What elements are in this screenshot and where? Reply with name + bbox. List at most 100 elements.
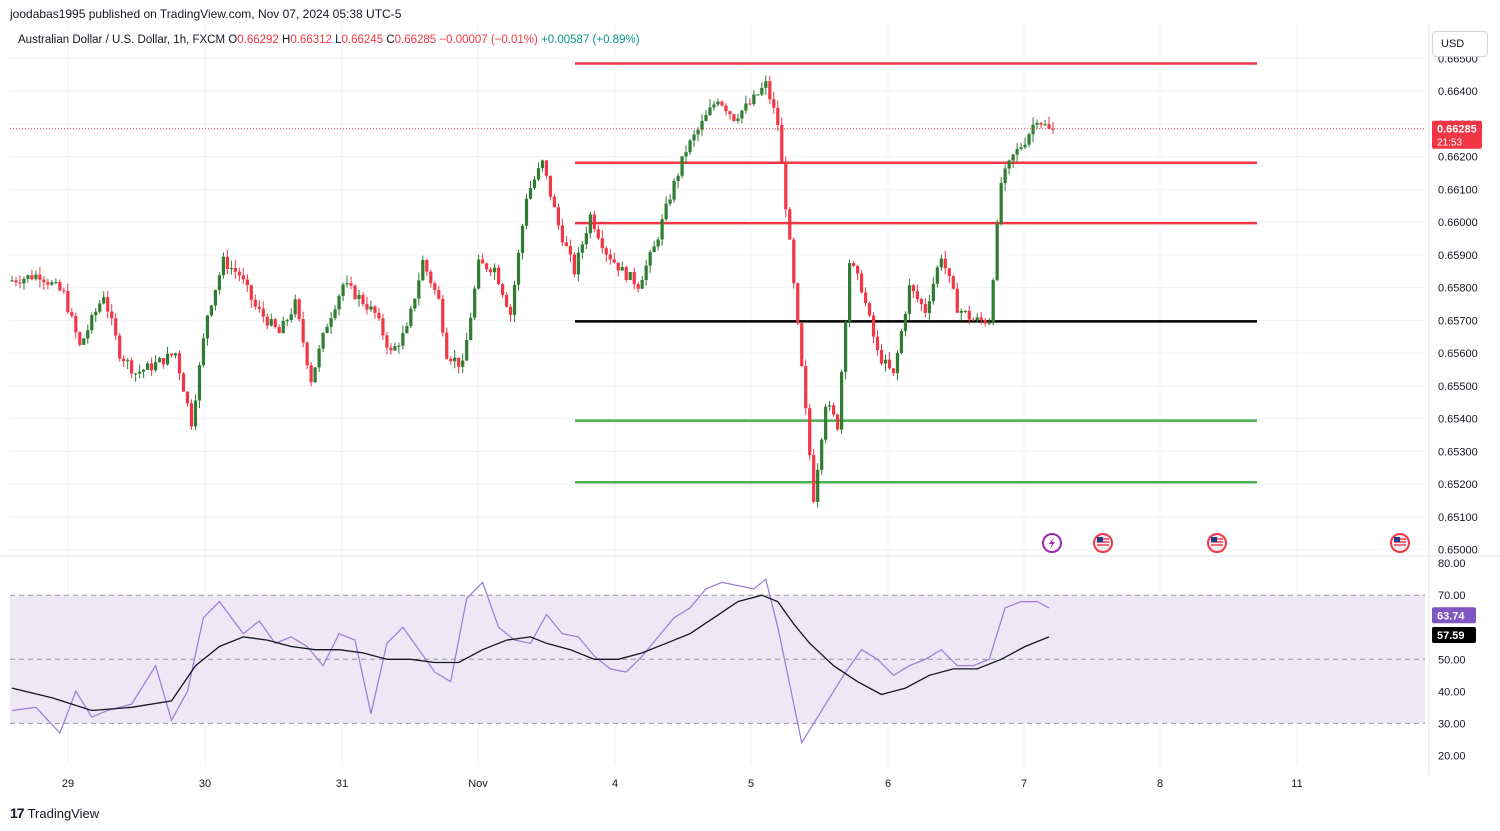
- candle: [991, 278, 995, 326]
- rsi-line: [11, 578, 1050, 745]
- candle: [704, 110, 708, 122]
- candle: [82, 337, 86, 346]
- footer-brand: 17 TradingView: [10, 805, 99, 821]
- rsi-tick-label: 30.00: [1438, 718, 1466, 730]
- candle: [78, 331, 82, 347]
- candle: [724, 103, 728, 116]
- candle: [548, 175, 553, 201]
- candle: [341, 282, 345, 302]
- candle: [592, 210, 596, 233]
- candle: [636, 282, 640, 293]
- candle: [732, 113, 736, 123]
- candle: [397, 342, 401, 354]
- rsi-tick-label: 20.00: [1438, 750, 1466, 762]
- candle: [935, 265, 939, 288]
- candle: [413, 298, 417, 312]
- time-tick-label: Nov: [468, 778, 488, 790]
- candle: [417, 272, 421, 306]
- candle: [676, 173, 680, 189]
- candle: [138, 364, 142, 379]
- candle: [796, 282, 800, 325]
- candle: [947, 268, 951, 283]
- candle: [760, 82, 764, 97]
- candle: [844, 319, 848, 380]
- candle: [177, 350, 182, 380]
- time-tick-label: 31: [336, 778, 348, 790]
- candle: [62, 287, 66, 294]
- candle: [357, 290, 361, 307]
- candle: [86, 324, 90, 344]
- candle: [668, 194, 672, 207]
- candle: [999, 177, 1003, 226]
- candle: [879, 344, 884, 366]
- candle: [927, 294, 931, 321]
- price-tick-label: 0.65600: [1438, 348, 1478, 360]
- price-tick-label: 0.66000: [1438, 217, 1478, 229]
- candle: [660, 214, 664, 246]
- candle: [500, 282, 505, 298]
- candle: [736, 113, 740, 124]
- candle: [939, 254, 943, 271]
- candle: [648, 249, 652, 273]
- candle: [193, 394, 198, 431]
- candle: [1035, 119, 1039, 130]
- candle: [504, 292, 509, 308]
- candle: [34, 270, 38, 281]
- candle: [469, 312, 473, 341]
- us-flag-icon: [1207, 533, 1227, 553]
- candle: [50, 280, 54, 287]
- candle: [836, 413, 840, 432]
- candle: [181, 372, 186, 392]
- candle: [473, 285, 477, 321]
- candle: [911, 284, 916, 299]
- candle: [433, 281, 437, 295]
- candle: [90, 312, 94, 334]
- rsi-ma-badge: [1432, 626, 1476, 643]
- candle: [524, 193, 529, 230]
- candle: [201, 333, 206, 368]
- time-tick-label: 11: [1291, 778, 1302, 790]
- candle: [955, 282, 959, 314]
- candle: [995, 219, 999, 282]
- candle: [289, 308, 293, 323]
- candle: [616, 262, 620, 277]
- time-tick-label: 4: [612, 778, 618, 790]
- candle: [768, 75, 772, 104]
- candle: [477, 254, 481, 290]
- candle: [353, 284, 357, 301]
- candle: [959, 308, 963, 321]
- candle: [824, 404, 828, 444]
- ohlc-legend: Australian Dollar / U.S. Dollar, 1h, FXC…: [18, 34, 640, 46]
- candle: [309, 361, 313, 387]
- candle: [146, 361, 150, 371]
- rsi-value-label: 63.74: [1437, 610, 1465, 622]
- candle: [317, 344, 321, 372]
- rsi-tick-label: 40.00: [1438, 686, 1466, 698]
- candle: [600, 230, 604, 254]
- candle: [684, 145, 688, 165]
- currency-button[interactable]: USD: [1432, 31, 1488, 57]
- candle: [493, 263, 497, 280]
- candle: [700, 114, 704, 136]
- candle: [967, 305, 971, 324]
- time-tick-label: 6: [885, 778, 891, 790]
- candle: [943, 250, 947, 275]
- price-tick-label: 0.66100: [1438, 184, 1478, 196]
- candle: [580, 241, 584, 260]
- candle: [832, 402, 836, 417]
- candle: [536, 162, 541, 182]
- candle: [1039, 121, 1043, 129]
- price-tick-label: 0.65800: [1438, 283, 1478, 295]
- candle: [612, 252, 616, 264]
- candle: [297, 297, 301, 322]
- rsi-ma-line: [11, 594, 1050, 712]
- candle: [293, 294, 297, 318]
- candle: [568, 239, 572, 263]
- candle: [42, 276, 46, 290]
- candle: [847, 259, 852, 328]
- candle: [552, 194, 557, 208]
- tradingview-logo-icon: 17: [10, 805, 25, 821]
- candle: [963, 310, 967, 314]
- close-value: 0.66285: [394, 34, 437, 46]
